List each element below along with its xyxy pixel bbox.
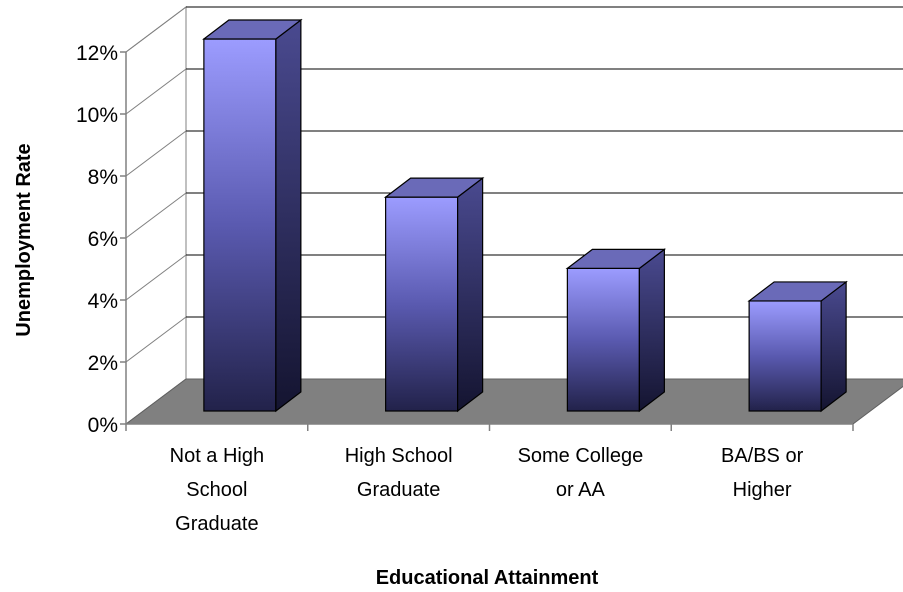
bar-side [275, 18, 302, 413]
bar-front [566, 267, 640, 412]
bar-top [565, 248, 667, 269]
gridline-side [125, 254, 187, 301]
gridline-side [125, 316, 187, 363]
bar [747, 280, 848, 413]
gridline-side [125, 68, 187, 115]
x-category-label: BA/BS or Higher [721, 445, 804, 501]
x-category-label-line: Not a High [170, 445, 265, 467]
y-tick-label: 4% [88, 290, 118, 313]
x-category-label: Some College or AA [518, 445, 644, 501]
bar-side [457, 176, 484, 413]
x-category-labels: Not a High School Graduate High School Gradu… [170, 445, 804, 535]
x-category-label-line: School [186, 479, 247, 501]
gridlines [125, 6, 903, 363]
x-category-label-line: BA/BS or [721, 445, 804, 467]
bar-front [748, 300, 822, 412]
x-category-label: High School Graduate [345, 445, 453, 501]
bar-top [202, 19, 303, 40]
y-tick-labels: 0% 2% 4% 6% 8% 10% 12% [76, 42, 118, 437]
bar-side [820, 280, 847, 413]
bar-side [638, 248, 665, 413]
gridline-side [125, 192, 187, 239]
x-category-label-line: or AA [556, 479, 606, 501]
x-category-label-line: Higher [733, 479, 792, 501]
bar-top [747, 281, 848, 302]
x-category-label-line: Some College [518, 445, 644, 467]
gridline-side [125, 6, 187, 53]
y-tick-label: 8% [88, 166, 118, 189]
x-category-label-line: Graduate [175, 513, 258, 535]
x-category-label-line: High School [345, 445, 453, 467]
y-tick-label: 12% [76, 42, 118, 65]
bar [565, 248, 667, 413]
bar [202, 18, 303, 413]
bar-front [385, 196, 459, 412]
gridline-side [125, 130, 187, 177]
x-category-label: Not a High School Graduate [170, 445, 265, 535]
x-category-label-line: Graduate [357, 479, 440, 501]
y-tick-label: 0% [88, 414, 118, 437]
bar-top [383, 177, 485, 198]
bar-front [203, 38, 277, 412]
axes [120, 51, 854, 431]
y-tick-label: 10% [76, 104, 118, 127]
x-axis-title: Educational Attainment [376, 567, 599, 589]
y-tick-label: 6% [88, 228, 118, 251]
y-tick-label: 2% [88, 352, 118, 375]
y-axis-title: Unemployment Rate [13, 143, 35, 336]
bars [202, 18, 848, 413]
bar [383, 176, 485, 413]
